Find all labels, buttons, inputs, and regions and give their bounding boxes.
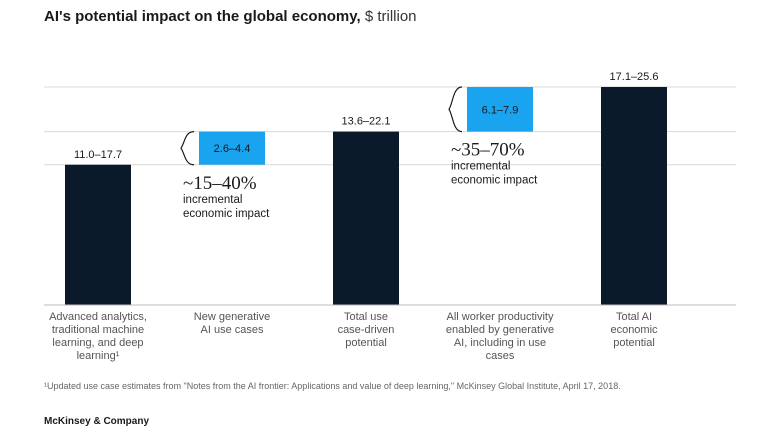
footnote: ¹Updated use case estimates from "Notes … [44,381,621,391]
category-label-2-line-2: potential [345,337,387,349]
category-label-0-line-0: Advanced analytics, [49,311,147,323]
category-label-1-line-0: New generative [194,311,270,323]
bars [65,86,667,305]
category-label-3-line-2: AI, including in use [454,337,546,349]
annotation-brace-1 [448,86,463,133]
annotation-text-0-1: economic impact [183,208,270,220]
category-label-2: Total use case-driven potential [338,311,395,349]
category-label-0: Advanced analytics, traditional machine le… [49,311,147,362]
chart-title-unit: $ trillion [364,8,417,25]
category-label-4-line-2: potential [613,337,655,349]
chart-title-main: AI's potential impact on the global econ… [44,8,361,25]
category-label-1: New generative AI use cases [194,311,270,336]
category-label-2-line-1: case-driven [338,324,395,336]
value-label-1: 2.6–4.4 [214,143,251,155]
annotation-brace-0 [180,131,195,166]
value-labels: 11.0–17.7 2.6–4.4 13.6–22.1 6.1–7.9 17.1–25.… [74,71,659,161]
chart-title: AI's potential impact on the global econ… [44,8,417,25]
bar-3 [467,86,533,132]
annotation-text-1-1: economic impact [451,175,538,187]
bar-0 [65,164,131,305]
annotation-percent-0: ~15–40% [183,173,257,194]
category-label-3-line-3: cases [486,350,515,362]
category-label-1-line-1: AI use cases [201,324,264,336]
category-label-2-line-0: Total use [344,311,388,323]
annotation-text-0-0: incremental [183,194,242,206]
category-label-3-line-0: All worker productivity [447,311,554,323]
brand-logo-text: McKinsey & Company [44,416,150,427]
category-label-3-line-1: enabled by generative [446,324,554,336]
bar-2 [333,131,399,305]
waterfall-chart: 11.0–17.7 2.6–4.4 13.6–22.1 6.1–7.9 17.1–25.… [44,71,736,362]
category-label-3: All worker productivity enabled by genera… [446,311,554,362]
value-label-0: 11.0–17.7 [74,149,122,161]
annotation-text-1-0: incremental [451,161,510,173]
value-label-3: 6.1–7.9 [482,104,519,116]
annotation-percent-1: ~35–70% [451,140,525,161]
category-label-0-line-1: traditional machine [52,324,144,336]
category-label-4-line-0: Total AI [616,311,652,323]
value-label-4: 17.1–25.6 [610,71,659,83]
category-labels: Advanced analytics, traditional machine le… [49,311,658,362]
category-label-4: Total AI economic potential [610,311,658,349]
bar-1 [199,131,265,165]
category-label-0-line-2: learning, and deep [52,337,143,349]
category-label-0-line-3: learning¹ [77,350,120,362]
category-label-4-line-1: economic [610,324,658,336]
bar-4 [601,86,667,305]
value-label-2: 13.6–22.1 [342,116,391,128]
